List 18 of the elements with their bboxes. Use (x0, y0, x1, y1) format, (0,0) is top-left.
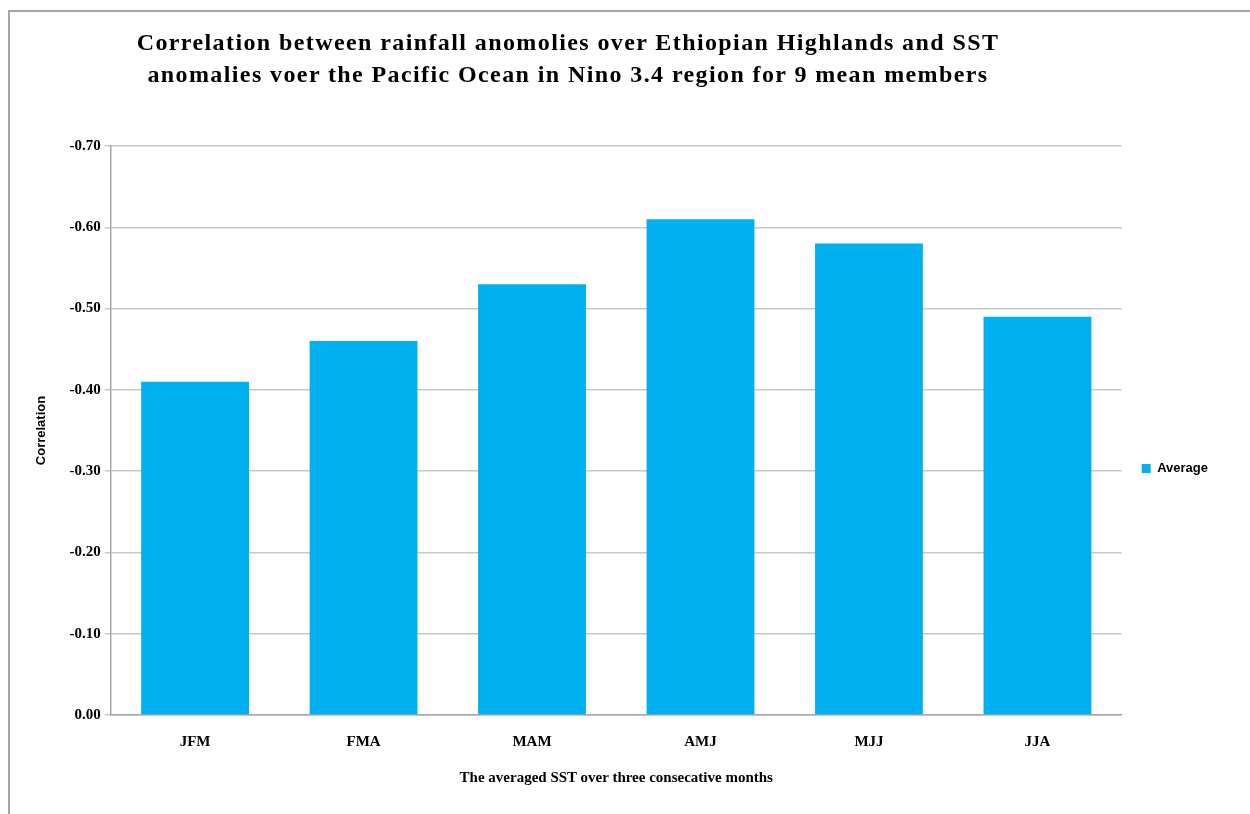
y-tick-label: -0.40 (69, 380, 101, 397)
y-tick-label: 0.00 (74, 705, 101, 722)
chart-title: Correlation between rainfall anomolies over Ethiopian Highlands and SST anomalies voer the Pacific Ocean in Nino 3.4 region for 9 mean members (135, 28, 1001, 89)
y-tick-label: -0.60 (69, 218, 101, 235)
x-tick-label: MJJ (854, 732, 885, 749)
y-axis-title: Correlation (33, 395, 49, 466)
x-tick-label: FMA (346, 732, 381, 749)
y-tick-label: -0.70 (69, 136, 101, 153)
x-axis-title: The averaged SST over three consecative months (459, 768, 774, 785)
x-tick-label: JJA (1024, 732, 1051, 749)
y-tick-label: -0.30 (69, 462, 101, 479)
x-tick-label: MAM (512, 732, 552, 749)
legend-label: Average (1157, 460, 1208, 476)
x-tick-label: JFM (179, 732, 211, 749)
x-tick-label: AMJ (684, 732, 718, 749)
y-tick-label: -0.20 (69, 543, 101, 560)
y-tick-label: -0.50 (69, 299, 101, 316)
y-tick-label: -0.10 (69, 624, 101, 641)
